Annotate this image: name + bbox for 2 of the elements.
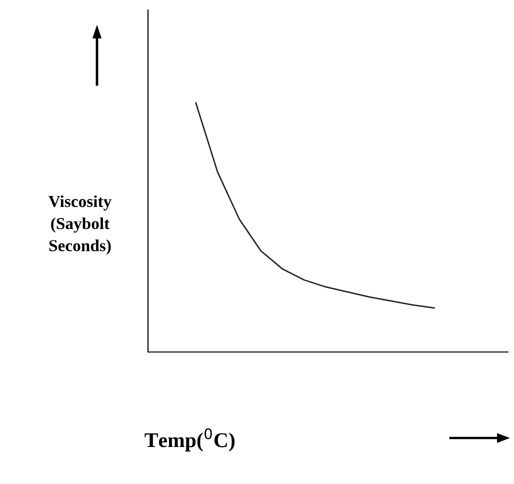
x-axis-title: Temp($^{0}$C) xyxy=(144,428,235,452)
y-axis-title: Viscosity (Saybolt Seconds) xyxy=(48,195,112,255)
